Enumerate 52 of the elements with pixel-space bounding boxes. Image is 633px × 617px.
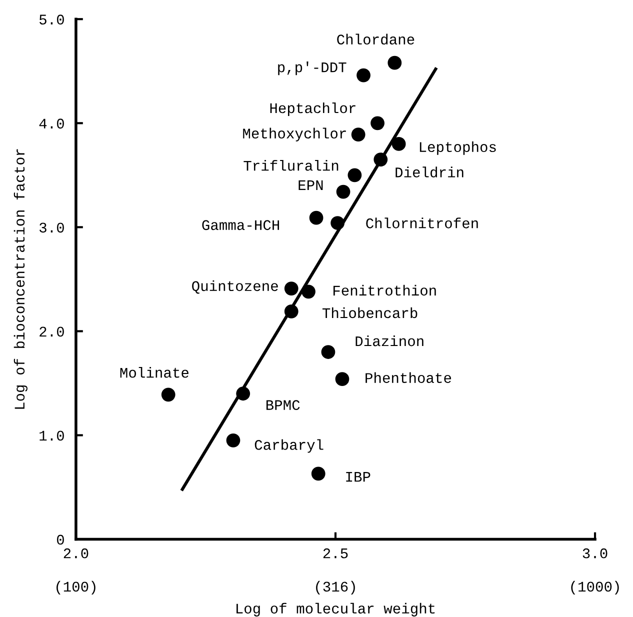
annotation: Carbaryl <box>254 439 324 453</box>
y-tick-label: 5.0 <box>40 14 64 25</box>
annotation: EPN <box>298 180 323 190</box>
annotation: Fenitrothion <box>333 284 436 296</box>
annotation: Chlornitrofen <box>366 218 478 228</box>
point <box>388 56 402 70</box>
y-tick-label: 2.0 <box>40 326 64 337</box>
annotation: Phenthoate <box>366 372 452 383</box>
annotation: Gamma-HCH <box>202 220 280 230</box>
y-tick-label: 4.0 <box>39 118 64 129</box>
annotation: Chlordane <box>337 34 414 45</box>
y-tick-label: 0 <box>56 534 64 545</box>
annotation: Diazinon <box>356 335 424 346</box>
annotation: Methoxychlor <box>243 128 346 142</box>
point <box>392 137 406 151</box>
annotation: Quintozene <box>192 280 278 294</box>
annotation: Molinate <box>120 367 189 378</box>
x-axis-title: Log of molecular weight <box>236 602 435 616</box>
point <box>356 68 370 82</box>
point <box>370 116 384 130</box>
text: (316) <box>316 580 355 595</box>
x-tick-label: 2.5 <box>323 548 348 558</box>
point <box>309 210 324 225</box>
annotation: BPMC <box>266 400 300 410</box>
annotation: Heptachlor <box>270 102 356 116</box>
x-tick-label: 3.0 <box>582 548 608 558</box>
annotation: p,p'-DDT <box>278 62 346 76</box>
y-tick-label: 3.0 <box>40 222 64 233</box>
point <box>330 216 345 230</box>
text: (100) <box>56 580 96 595</box>
annotation: IBP <box>346 472 370 482</box>
x-tick-label: 2.0 <box>64 548 88 558</box>
annotation: Thiobencarb <box>322 307 418 318</box>
annotation: Dieldrin <box>396 166 464 178</box>
y-axis-title: Log of bioconcentration factor <box>14 149 28 409</box>
point <box>336 184 350 199</box>
annotation: Trifluralin <box>244 160 338 171</box>
point <box>321 345 336 359</box>
point <box>374 152 388 167</box>
text: (1000) <box>571 580 619 595</box>
point <box>226 433 240 448</box>
point <box>311 466 326 481</box>
point <box>348 168 362 182</box>
point <box>284 282 298 296</box>
point <box>236 386 250 401</box>
point <box>302 284 316 299</box>
point <box>284 304 298 318</box>
point <box>161 388 176 402</box>
annotation: Leptophos <box>420 141 496 155</box>
y-tick-label: 1.0 <box>40 430 64 441</box>
point <box>351 128 366 142</box>
point <box>335 372 350 386</box>
